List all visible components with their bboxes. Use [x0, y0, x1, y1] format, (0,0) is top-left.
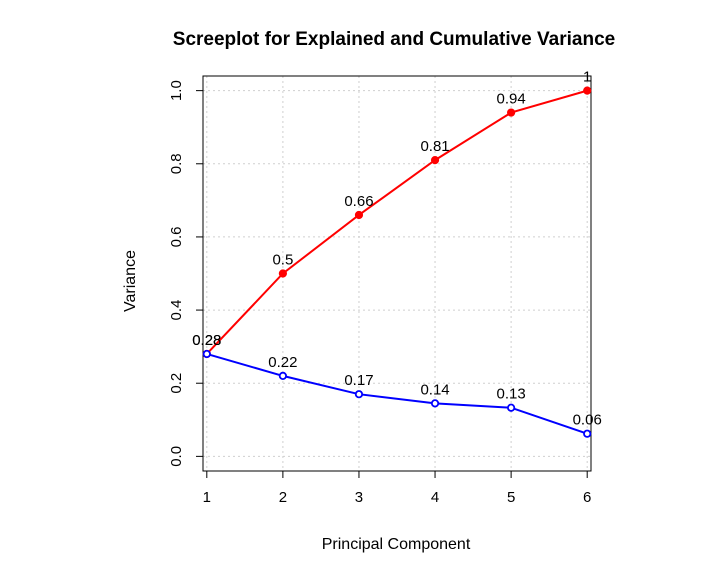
data-label: 0.28 — [192, 332, 221, 349]
data-point — [507, 108, 516, 117]
data-point — [430, 156, 440, 165]
series-line — [206, 353, 588, 435]
x-tick-label: 5 — [507, 489, 515, 506]
data-point — [278, 371, 287, 381]
plot-frame — [202, 75, 592, 472]
y-tick-label: 1.0 — [168, 80, 185, 101]
data-point — [354, 210, 364, 220]
data-point — [354, 390, 364, 399]
data-point — [430, 399, 440, 408]
x-tick-label: 4 — [431, 489, 439, 506]
data-label: 0.22 — [268, 354, 297, 371]
data-label: 0.17 — [344, 372, 373, 389]
y-tick-label: 0.0 — [168, 446, 185, 467]
data-label: 0.28 — [192, 332, 221, 349]
x-axis-label: Principal Component — [322, 536, 471, 553]
data-point — [583, 429, 592, 438]
data-point — [202, 349, 211, 359]
series-line — [206, 89, 588, 355]
x-axis: 1 2 3 4 5 6 — [203, 471, 591, 506]
data-point — [583, 86, 592, 95]
chart-title: Screeplot for Explained and Cumulative V… — [173, 29, 615, 50]
data-label: 0.81 — [420, 138, 449, 155]
data-point — [278, 269, 287, 278]
x-tick-label: 6 — [583, 489, 591, 506]
y-tick-label: 0.8 — [168, 153, 185, 174]
x-tick-label: 3 — [355, 489, 363, 506]
data-point — [507, 403, 516, 412]
series-layer — [202, 86, 592, 438]
y-tick-label: 0.2 — [168, 373, 185, 394]
y-axis: 0.0 0.2 0.4 0.6 0.8 1.0 — [168, 80, 203, 467]
y-tick-label: 0.4 — [168, 300, 185, 321]
y-tick-label: 0.6 — [168, 226, 185, 247]
data-label: 0.94 — [497, 91, 526, 108]
grid — [203, 76, 591, 471]
data-label: 0.06 — [573, 412, 602, 429]
data-label: 1 — [583, 69, 591, 86]
y-axis-label: Variance — [122, 250, 139, 312]
data-label: 0.5 — [272, 252, 293, 269]
data-label: 0.13 — [497, 386, 526, 403]
series-cumulative — [202, 86, 592, 359]
data-label: 0.14 — [420, 381, 449, 398]
series-explained — [202, 349, 592, 438]
x-tick-label: 1 — [203, 489, 211, 506]
x-tick-label: 2 — [279, 489, 287, 506]
data-label: 0.66 — [344, 193, 373, 210]
